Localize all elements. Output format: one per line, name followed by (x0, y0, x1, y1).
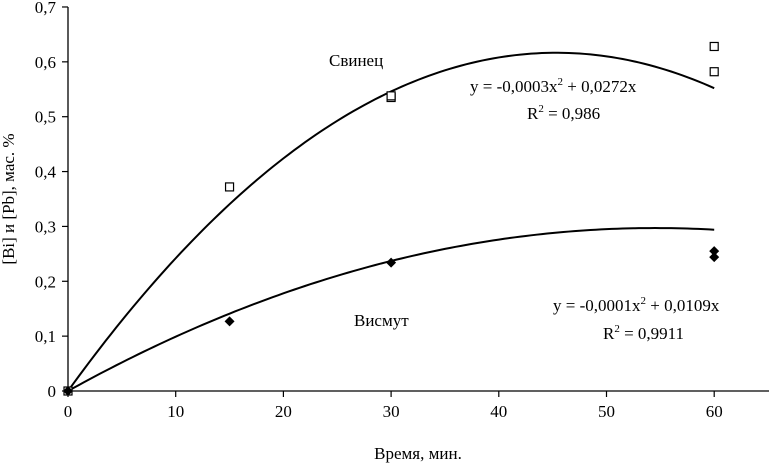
x-tick-label: 40 (490, 402, 507, 421)
data-point-diamond (224, 316, 235, 327)
x-tick-label: 10 (167, 402, 184, 421)
y-tick-label: 0,6 (35, 53, 56, 72)
lead-equation-exp: 2 (558, 76, 564, 88)
data-point-square (709, 67, 719, 77)
x-axis-title: Время, мин. (374, 444, 462, 463)
x-tick-label: 60 (706, 402, 723, 421)
lead-r2-exp: 2 (538, 103, 544, 115)
bismuth-equation-tail: + 0,0109x (646, 296, 720, 315)
y-tick-label: 0,7 (35, 0, 57, 17)
bismuth-r-squared: R2 = 0,9911 (603, 323, 684, 343)
data-points (63, 41, 720, 396)
lead-fit-equation: y = -0,0003x2 + 0,0272x (470, 76, 637, 96)
data-point-diamond (386, 257, 397, 268)
x-ticks: 0 10 20 30 40 50 60 (64, 391, 723, 421)
x-tick-label: 30 (383, 402, 400, 421)
x-tick-label: 20 (275, 402, 292, 421)
bismuth-equation-exp: 2 (641, 295, 647, 307)
bismuth-equation-lead: y = -0,0001x (553, 296, 641, 315)
data-point-square (709, 41, 719, 52)
lead-equation-tail: + 0,0272x (563, 77, 637, 96)
bismuth-r2-lead: R (603, 324, 615, 343)
lead-r2-lead: R (527, 104, 539, 123)
y-tick-label: 0,3 (35, 217, 56, 236)
y-tick-label: 0,4 (35, 163, 57, 182)
fit-curves (67, 51, 715, 392)
y-ticks: 0 0,1 0,2 0,3 0,4 0,5 0,6 0,7 (35, 0, 68, 401)
y-tick-label: 0,2 (35, 272, 56, 291)
lead-equation-lead: y = -0,0003x (470, 77, 558, 96)
y-tick-label: 0,5 (35, 108, 56, 127)
data-point-square (386, 91, 396, 101)
data-point-diamond (63, 386, 73, 396)
series-label-bismuth: Висмут (354, 311, 409, 330)
y-tick-label: 0 (48, 382, 57, 401)
series-label-lead: Свинец (329, 51, 383, 70)
data-point-diamond (709, 252, 720, 263)
lead-r2-tail: = 0,986 (544, 104, 600, 123)
data-point-diamond (709, 246, 720, 257)
x-tick-label: 0 (64, 402, 73, 421)
lead-r-squared: R2 = 0,986 (527, 103, 600, 123)
x-tick-label: 50 (598, 402, 615, 421)
data-point-square (224, 182, 235, 192)
y-axis-title: [Bi] и [Pb], мас. % (0, 133, 18, 264)
bismuth-r2-exp: 2 (614, 323, 620, 335)
bismuth-r2-tail: = 0,9911 (620, 324, 684, 343)
fit-curve (67, 51, 715, 392)
y-tick-label: 0,1 (35, 327, 56, 346)
bismuth-fit-equation: y = -0,0001x2 + 0,0109x (553, 295, 720, 315)
